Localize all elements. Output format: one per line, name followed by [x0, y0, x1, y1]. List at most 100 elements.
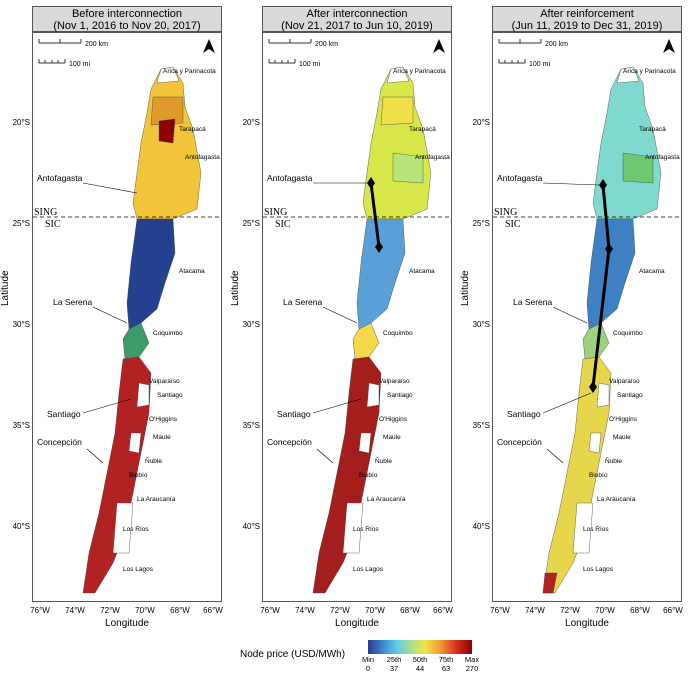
region-label: Los Ríos: [123, 526, 149, 533]
region-label: La Araucanía: [137, 496, 176, 503]
region-central: [82, 356, 152, 594]
region-label: Arica y Parinacota: [163, 68, 216, 75]
region-label: Tarapacá: [179, 126, 206, 133]
lon-tick: 68°W: [170, 606, 190, 615]
lon-tick: 68°W: [630, 606, 650, 615]
lat-tick: 25°S: [242, 219, 260, 228]
panel-before-interconnection: Before interconnection (Nov 1, 2016 to N…: [0, 6, 223, 629]
city-label: Santiago: [47, 409, 81, 419]
region-label: Maule: [613, 434, 631, 441]
region-label: O'Higgins: [149, 416, 178, 423]
region-label: Tarapacá: [639, 126, 666, 133]
x-axis-label: Longitude: [565, 618, 609, 629]
lat-tick: 35°S: [472, 421, 490, 430]
region-label: Maule: [153, 434, 171, 441]
lat-tick: 30°S: [12, 320, 30, 329]
lat-tick: 30°S: [472, 320, 490, 329]
lat-tick: 20°S: [472, 118, 490, 127]
region-label: Ñuble: [145, 456, 162, 465]
lon-tick: 66°W: [663, 606, 683, 615]
scale-km: 200 km: [85, 41, 108, 48]
city-label: Concepción: [37, 437, 82, 447]
y-axis-label: Latitude: [0, 270, 11, 306]
legend-value: 63: [441, 664, 451, 673]
region-label: Ñuble: [375, 456, 392, 465]
scale-bar: [498, 39, 542, 64]
region-label: Maule: [383, 434, 401, 441]
lat-tick: 40°S: [242, 522, 260, 531]
panel-header: After interconnection (Nov 21, 2017 to J…: [262, 6, 452, 32]
region-label: O'Higgins: [379, 416, 408, 423]
lon-tick: 76°W: [260, 606, 280, 615]
region-label: Coquimbo: [153, 330, 183, 337]
region-label: Arica y Parinacota: [393, 68, 446, 75]
region-label: Coquimbo: [613, 330, 643, 337]
scale-mi: 100 mi: [529, 61, 550, 68]
scale-km: 200 km: [315, 41, 338, 48]
region-label: La Araucanía: [597, 496, 636, 503]
lat-tick: 30°S: [242, 320, 260, 329]
region-label: O'Higgins: [609, 416, 638, 423]
legend-value: 44: [415, 664, 425, 673]
region-label: Los Lagos: [583, 566, 614, 573]
label-sic: SIC: [45, 219, 61, 230]
lon-tick: 74°W: [525, 606, 545, 615]
legend-title: Node price (USD/MWh): [240, 649, 346, 660]
region-label: Santiago: [157, 392, 183, 399]
legend-value: 0: [365, 664, 371, 673]
region-label: Antofagasta: [415, 154, 450, 161]
region-label: Antofagasta: [645, 154, 680, 161]
region-atacama: [126, 218, 176, 330]
region-label: Valparaíso: [379, 378, 410, 385]
lon-tick: 72°W: [100, 606, 120, 615]
legend-label: 75th: [438, 655, 454, 664]
region-label: Santiago: [617, 392, 643, 399]
label-sing: SING: [34, 207, 57, 218]
scale-bar: [268, 39, 312, 64]
lat-tick: 25°S: [472, 219, 490, 228]
city-label: La Serena: [283, 297, 322, 307]
panel-date-range: (Jun 11, 2019 to Dec 31, 2019): [511, 20, 663, 32]
region-label: Biobío: [589, 472, 608, 479]
lon-tick: 72°W: [560, 606, 580, 615]
transmission-line: [367, 177, 383, 253]
lat-tick: 40°S: [12, 522, 30, 531]
region-sing: [132, 66, 202, 220]
city-label: La Serena: [53, 297, 92, 307]
region-label: Valparaíso: [149, 378, 180, 385]
region-atacama: [356, 218, 406, 330]
lon-tick: 66°W: [203, 606, 223, 615]
legend-label: 25th: [386, 655, 402, 664]
city-label: Santiago: [507, 409, 541, 419]
region-label: Biobío: [359, 472, 378, 479]
city-label: La Serena: [513, 297, 552, 307]
city-label: Antofagasta: [267, 173, 313, 183]
region-central: [312, 356, 382, 594]
panel-title: After interconnection: [306, 8, 408, 20]
region-label: Atacama: [409, 268, 435, 275]
legend-label: Min: [361, 655, 375, 664]
north-arrow-icon: [663, 39, 675, 53]
lon-tick: 68°W: [400, 606, 420, 615]
city-label: Concepción: [497, 437, 542, 447]
panel-title: Before interconnection: [71, 8, 183, 20]
city-label: Antofagasta: [497, 173, 543, 183]
lat-tick: 25°S: [12, 219, 30, 228]
lon-tick: 70°W: [595, 606, 615, 615]
chile-map: 200 km 100 mi SING SIC Arica y Parinacot…: [33, 39, 221, 594]
region-label: Atacama: [179, 268, 205, 275]
label-sing: SING: [264, 207, 287, 218]
region-label: Santiago: [387, 392, 413, 399]
region-label: Tarapacá: [409, 126, 436, 133]
region-label: La Araucanía: [367, 496, 406, 503]
legend-value: 270: [465, 664, 479, 673]
label-sic: SIC: [505, 219, 521, 230]
region-label: Ñuble: [605, 456, 622, 465]
panel-header: After reinforcement (Jun 11, 2019 to Dec…: [492, 6, 682, 32]
panel-after-reinforcement: After reinforcement (Jun 11, 2019 to Dec…: [460, 6, 683, 629]
panel-date-range: (Nov 21, 2017 to Jun 10, 2019): [281, 20, 433, 32]
y-axis-label: Latitude: [230, 270, 241, 306]
chile-map: 200 km 100 mi SING SIC Arica y Pa: [493, 39, 681, 594]
region-label: Arica y Parinacota: [623, 68, 676, 75]
x-axis-label: Longitude: [105, 618, 149, 629]
